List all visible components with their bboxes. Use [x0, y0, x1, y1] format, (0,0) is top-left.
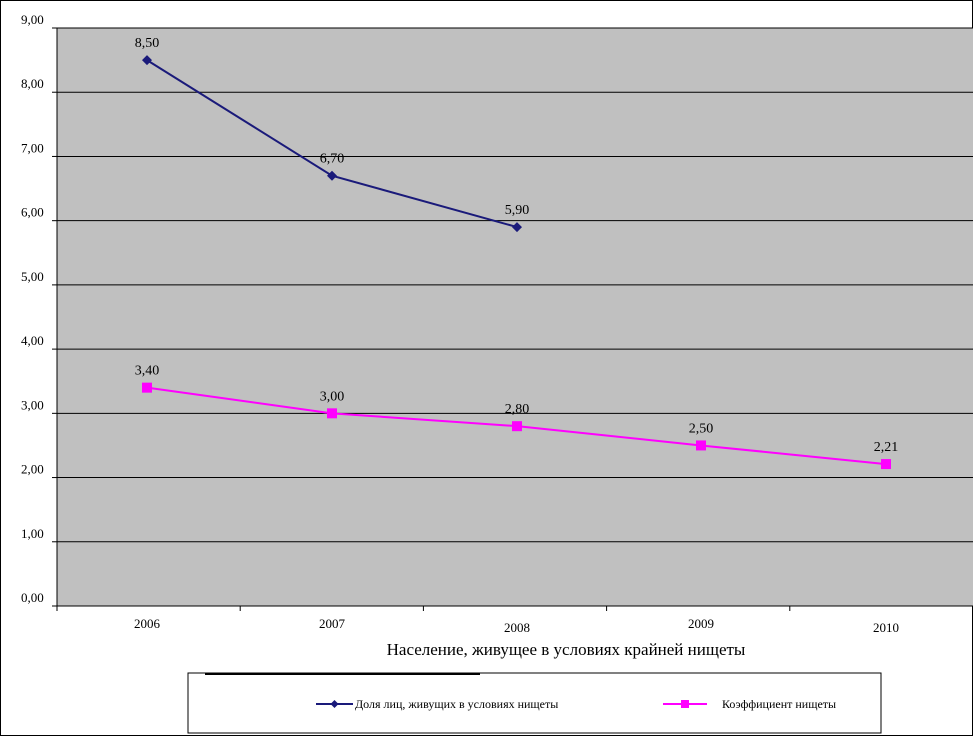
data-label: 2,21: [874, 440, 899, 455]
data-label: 8,50: [135, 36, 160, 51]
y-tick-label: 1,00: [21, 526, 44, 541]
x-tick-label: 2006: [134, 616, 161, 631]
series-1: 8,50 6,70 5,90: [135, 36, 530, 233]
gridlines: [57, 27, 973, 543]
data-point: [512, 421, 522, 432]
y-tick-label: 3,00: [21, 397, 44, 412]
y-tick-label: 5,00: [21, 269, 44, 284]
legend-item-2: Коэффициент нищеты: [663, 697, 836, 711]
data-label: 2,50: [689, 421, 714, 436]
legend-label: Коэффициент нищеты: [722, 697, 836, 711]
legend-marker: [330, 700, 339, 708]
data-label: 6,70: [320, 152, 345, 167]
y-tick-label: 9,00: [21, 12, 44, 27]
x-tick-label: 2010: [873, 620, 899, 635]
data-label: 3,40: [135, 364, 160, 379]
data-point: [142, 382, 152, 393]
legend-box: [187, 672, 882, 734]
data-point: [327, 408, 337, 419]
data-point: [696, 440, 706, 451]
y-tick-label: 2,00: [21, 462, 44, 477]
x-axis-title: Население, живущее в условиях крайней ни…: [387, 640, 746, 659]
axes: 0,00 1,00 2,00 3,00 4,00 5,00 6,00 7,00 8,00 9,00…: [21, 12, 973, 635]
legend: Доля лиц, живущих в условиях нищеты Коэфф…: [187, 672, 882, 734]
x-tick-label: 2007: [319, 616, 346, 631]
y-tick-label: 6,00: [21, 205, 44, 220]
y-tick-label: 7,00: [21, 140, 44, 155]
series-2: 3,40 3,00 2,80 2,50 2,21: [135, 364, 899, 470]
x-tick-label: 2008: [504, 620, 530, 635]
y-tick-label: 8,00: [21, 76, 44, 91]
series-group: 8,50 6,70 5,90 3,40 3,00 2,80 2,50 2,21: [135, 36, 899, 470]
data-label: 5,90: [505, 203, 530, 218]
data-point: [327, 170, 337, 181]
x-tick-label: 2009: [688, 616, 714, 631]
plot-area: [57, 28, 973, 606]
legend-label: Доля лиц, живущих в условиях нищеты: [355, 697, 558, 711]
data-point: [881, 459, 891, 470]
data-label: 2,80: [505, 402, 530, 417]
data-label: 3,00: [320, 389, 345, 404]
data-point: [512, 222, 522, 233]
y-tick-label: 0,00: [21, 590, 44, 605]
data-point: [142, 55, 152, 66]
y-tick-label: 4,00: [21, 333, 44, 348]
legend-marker: [681, 700, 689, 708]
legend-item-1: Доля лиц, живущих в условиях нищеты: [316, 697, 558, 711]
